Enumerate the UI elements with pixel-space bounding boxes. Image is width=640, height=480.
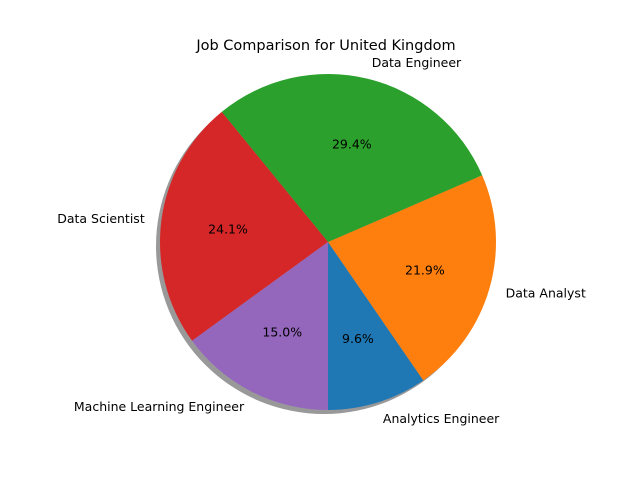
pie-slices [160, 73, 496, 410]
slice-label-machine-learning-engineer: Machine Learning Engineer [74, 399, 245, 414]
slice-label-data-scientist: Data Scientist [57, 211, 145, 226]
pct-label-data-scientist: 24.1% [208, 222, 248, 237]
pie-labels: 9.6% Analytics Engineer 21.9% Data Analyst 2… [57, 55, 586, 426]
slice-label-data-engineer: Data Engineer [372, 55, 462, 70]
pct-label-machine-learning-engineer: 15.0% [262, 324, 302, 339]
slice-data-analyst [328, 175, 496, 381]
slice-data-engineer [221, 73, 483, 242]
slice-label-data-analyst: Data Analyst [506, 285, 586, 300]
slice-data-scientist [160, 111, 328, 341]
slice-analytics-engineer [328, 242, 424, 410]
chart-title: Job Comparison for United Kingdom [195, 38, 455, 54]
slice-label-analytics-engineer: Analytics Engineer [383, 411, 500, 426]
pct-label-analytics-engineer: 9.6% [342, 331, 374, 346]
slice-machine-learning-engineer [192, 242, 328, 410]
pct-label-data-engineer: 29.4% [332, 137, 372, 152]
pct-label-data-analyst: 21.9% [405, 262, 445, 277]
